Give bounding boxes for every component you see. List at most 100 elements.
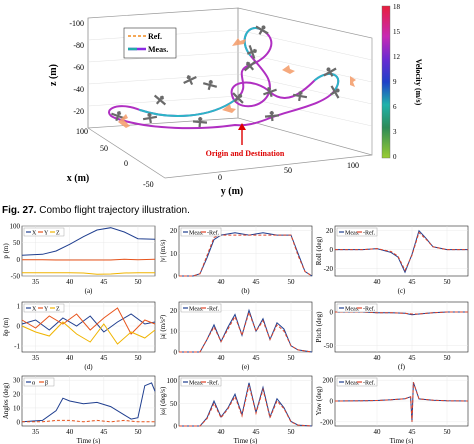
legend-entry: Meas. xyxy=(189,381,204,387)
z-tick: -100 xyxy=(69,19,84,28)
y-tick-label: -200 xyxy=(320,418,333,426)
series-line xyxy=(21,227,156,256)
y-tick-label: 10 xyxy=(13,404,21,412)
y-tick-label: -50 xyxy=(11,273,21,281)
panel-tag: (a) xyxy=(85,287,93,295)
y-tick-label: 10 xyxy=(170,250,178,258)
y-tick-label: 20 xyxy=(170,227,178,235)
x-tick-label: 40 xyxy=(66,278,74,286)
legend-entry: X xyxy=(32,307,37,313)
x-tick-label: 50 xyxy=(444,278,452,286)
y-tick-label: 0 xyxy=(174,349,178,357)
legend-entry: -Ref. xyxy=(363,230,376,237)
y-tick-label: 200 xyxy=(323,377,334,385)
series-line xyxy=(179,308,313,353)
legend-entry: Meas. xyxy=(189,307,204,313)
series-line xyxy=(22,419,155,423)
y-axis-label: Roll (deg) xyxy=(315,236,323,265)
legend-entry: X xyxy=(32,231,37,237)
aircraft-icon xyxy=(246,45,258,59)
x-tick-label: 50 xyxy=(134,428,142,436)
direction-arrow-icon xyxy=(118,114,130,128)
aircraft-icon xyxy=(183,75,197,85)
aircraft-icon xyxy=(192,116,208,128)
legend-entry: Y xyxy=(44,231,49,237)
legend-entry: Z xyxy=(56,231,60,237)
y-tick-label: 0 xyxy=(174,273,178,281)
y-tick-label: 0 xyxy=(17,256,21,264)
y-tick-label: 0 xyxy=(330,246,334,254)
x-tick-label: 40 xyxy=(218,278,226,286)
subplot-legend: X Y Z xyxy=(23,227,65,237)
aircraft-icon xyxy=(255,25,269,35)
subplot-legend: Meas. -Ref. xyxy=(180,227,222,237)
aircraft-icon xyxy=(232,92,244,104)
series-line xyxy=(179,310,313,353)
x-axis-label: x (m) xyxy=(67,173,90,184)
x-tick-label: 35 xyxy=(32,278,40,286)
z-tick: -40 xyxy=(73,85,84,94)
velocity-colorbar xyxy=(381,5,391,159)
aircraft-icon xyxy=(202,79,218,91)
y-tick-label: 100 xyxy=(10,223,21,231)
caption-text: Combo flight trajectory illustration. xyxy=(39,205,190,216)
x-axis-label: Time (s) xyxy=(390,437,414,444)
x-axis-label: Time (s) xyxy=(234,437,258,444)
x-tick-label: 45 xyxy=(253,278,261,286)
y-tick: -50 xyxy=(143,180,154,189)
colorbar-tick: 3 xyxy=(393,128,397,136)
x-tick-label: 45 xyxy=(409,354,417,362)
series-line xyxy=(179,232,313,277)
subplot-d: 35 40 45 50 1 0 -1 X Y Zδp (m) (d) xyxy=(2,301,156,371)
x-tick-label: 50 xyxy=(444,428,452,436)
series-line xyxy=(335,311,468,315)
y-tick-label: 20 xyxy=(13,391,21,399)
legend-entry: -Ref. xyxy=(207,380,220,387)
panel-tag: (d) xyxy=(84,363,93,371)
series-line xyxy=(334,382,469,422)
y-tick-label: -1 xyxy=(14,343,20,351)
z-tick: -20 xyxy=(73,107,84,116)
x-tick-label: 35 xyxy=(32,354,40,362)
x-tick-label: 40 xyxy=(218,354,226,362)
trajectory-3d-plot: -100 -80 -60 -40 -20 100 50 0 -50 0 50 1… xyxy=(48,3,423,197)
x-axis-label: Time (s) xyxy=(77,437,101,444)
panel-tag: (b) xyxy=(241,287,250,295)
y-tick-label: 0 xyxy=(174,423,178,431)
x-tick-label: 35 xyxy=(32,428,40,436)
panel-tag: (c) xyxy=(398,287,406,295)
y-axis-label: Angles (deg) xyxy=(2,382,10,419)
x-tick-label: 45 xyxy=(100,428,108,436)
x-tick: 0 xyxy=(124,159,128,168)
x-tick-label: 40 xyxy=(218,428,226,436)
subplot-a: 35 40 45 50 100 50 0 -50 X Y Zp (m) (a) xyxy=(2,223,156,295)
aircraft-icon xyxy=(243,60,257,72)
legend-entry: -Ref. xyxy=(207,306,220,313)
x-tick: 100 xyxy=(76,127,88,136)
x-tick-label: 40 xyxy=(374,354,382,362)
series-line xyxy=(21,321,156,345)
y-axis-label: Yaw (deg) xyxy=(315,386,323,416)
x-tick-label: 45 xyxy=(409,428,417,436)
subplot-legend: Meas. -Ref. xyxy=(180,303,222,313)
colorbar-tick: 18 xyxy=(393,3,401,11)
x-tick-label: 50 xyxy=(288,354,296,362)
series-line xyxy=(21,313,156,333)
figure-caption: Fig. 27. Combo flight trajectory illustr… xyxy=(2,205,190,216)
y-tick-label: 1 xyxy=(17,303,21,311)
x-tick-label: 50 xyxy=(444,354,452,362)
direction-arrow-icon xyxy=(282,65,295,74)
subplot-e: 40 45 50 20 10 0 Meas. -Ref. |a| (m/s²) (e) xyxy=(159,301,313,371)
y-tick-label: 0 xyxy=(17,418,21,426)
y-axis-label: p (m) xyxy=(2,243,10,259)
y-tick: 100 xyxy=(347,161,359,170)
series-line xyxy=(179,384,313,427)
direction-arrow-icon xyxy=(222,104,236,113)
legend-entry: α xyxy=(32,381,36,387)
x-tick-label: 45 xyxy=(100,354,108,362)
legend-ref: Ref. xyxy=(148,32,162,41)
aircraft-icon xyxy=(153,94,167,106)
